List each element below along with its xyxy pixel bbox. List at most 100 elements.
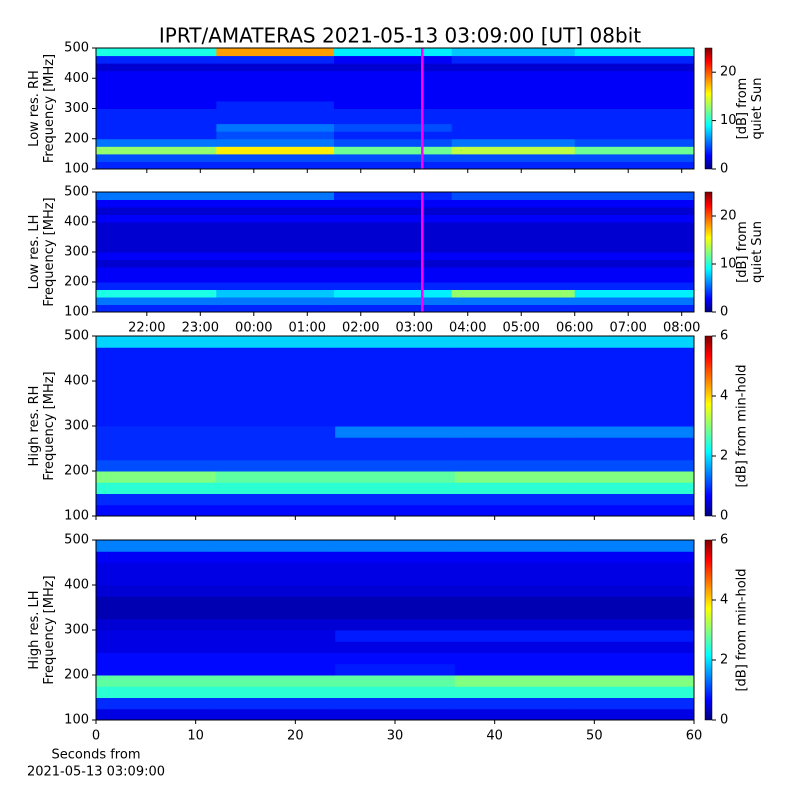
heatmap-cell: [215, 641, 336, 653]
heatmap-cell: [96, 55, 217, 64]
heatmap-cell: [574, 369, 695, 382]
heatmap-cell: [451, 237, 576, 245]
heatmap-cell: [574, 214, 695, 223]
heatmap-cell: [574, 336, 695, 348]
heatmap-cell: [215, 697, 336, 710]
heatmap-cell: [216, 214, 335, 223]
heatmap-cell: [454, 652, 575, 665]
colorbar-tick-label: 4: [720, 593, 728, 608]
heatmap-cell: [96, 116, 217, 125]
colorbar-label: [dB] from: [735, 221, 750, 283]
heatmap-cell: [216, 108, 335, 117]
heatmap-cell: [451, 199, 576, 208]
heatmap-cell: [574, 192, 695, 200]
heatmap-cell: [335, 347, 456, 359]
heatmap-cell: [574, 551, 695, 563]
colorbar-tick-label: 20: [720, 209, 737, 224]
heatmap-cell: [215, 493, 336, 506]
heatmap-cell: [334, 48, 453, 57]
heatmap-cell: [216, 78, 335, 87]
heatmap-cell: [216, 207, 335, 215]
heatmap-cell: [574, 146, 695, 155]
heatmap-cell: [96, 85, 217, 94]
heatmap-cell: [451, 123, 576, 132]
heatmap-cell: [451, 259, 576, 268]
x-tick-label: 07:00: [609, 321, 646, 336]
heatmap-cell: [216, 244, 335, 253]
heatmap-cell: [215, 392, 336, 404]
heatmap-cell: [96, 63, 217, 72]
heatmap-cell: [574, 697, 695, 710]
y-tick-label: 500: [64, 329, 89, 344]
heatmap-cell: [96, 244, 217, 253]
heatmap-cell: [216, 85, 335, 94]
heatmap-cell: [574, 100, 695, 109]
heatmap-cell: [96, 297, 217, 305]
heatmap-cell: [335, 708, 456, 721]
heatmap-cell: [454, 618, 575, 631]
colorbar-tick-label: 10: [720, 113, 737, 128]
heatmap-cell: [334, 161, 453, 170]
heatmap-cell: [334, 131, 453, 140]
heatmap-cell: [454, 596, 575, 608]
heatmap-cell: [215, 596, 336, 608]
x-tick-label: 00:00: [235, 321, 272, 336]
heatmap-cell: [334, 289, 453, 298]
heatmap-cell: [334, 259, 453, 268]
heatmap-cell: [451, 207, 576, 215]
colorbar-tick-label: 0: [720, 162, 728, 177]
y-tick-label: 200: [64, 275, 89, 290]
heatmap-cell: [574, 618, 695, 631]
heatmap-cell: [574, 93, 695, 102]
heatmap-cell: [454, 459, 575, 472]
heatmap-cell: [574, 123, 695, 132]
heatmap-cell: [215, 540, 336, 552]
heatmap-cell: [335, 641, 456, 653]
heatmap-cell: [96, 618, 217, 631]
heatmap-cell: [454, 675, 575, 687]
heatmap-cell: [335, 562, 456, 575]
heatmap-cell: [216, 237, 335, 245]
heatmap-cell: [96, 630, 217, 642]
x-tick-label: 06:00: [556, 321, 593, 336]
x-axis-label: 2021-05-13 03:09:00: [27, 765, 165, 780]
heatmap-cell: [451, 244, 576, 253]
heatmap-cell: [215, 630, 336, 642]
colorbar-tick-label: 10: [720, 257, 737, 272]
heatmap-cell: [215, 551, 336, 563]
y-tick-label: 100: [64, 509, 89, 524]
colorbar-tick-label: 4: [720, 389, 728, 404]
colorbar: [704, 191, 713, 313]
heatmap-cell: [335, 414, 456, 427]
heatmap-cell: [216, 267, 335, 275]
heatmap-cell: [574, 630, 695, 642]
heatmap-cell: [454, 585, 575, 597]
heatmap-cell: [454, 426, 575, 438]
heatmap-cell: [96, 414, 217, 427]
heatmap-cell: [451, 63, 576, 72]
heatmap-cell: [454, 562, 575, 575]
heatmap-cell: [574, 78, 695, 87]
heatmap-cell: [215, 403, 336, 416]
heatmap-cell: [96, 573, 217, 586]
heatmap-cell: [454, 336, 575, 348]
heatmap-cell: [574, 426, 695, 438]
heatmap-cell: [96, 100, 217, 109]
heatmap-cell: [215, 358, 336, 371]
heatmap-cell: [96, 304, 217, 313]
y-tick-label: 400: [64, 71, 89, 86]
heatmap-cell: [454, 381, 575, 393]
heatmap-cell: [96, 459, 217, 472]
heatmap-cell: [96, 161, 217, 170]
heatmap-cell: [574, 358, 695, 371]
y-axis-label: Low res. LH: [27, 215, 42, 290]
y-tick-label: 100: [64, 162, 89, 177]
heatmap-cell: [215, 448, 336, 461]
heatmap-cell: [574, 207, 695, 215]
heatmap-cell: [334, 199, 453, 208]
heatmap-cell: [335, 459, 456, 472]
heatmap-cell: [96, 138, 217, 147]
heatmap-cell: [574, 437, 695, 449]
heatmap-cell: [96, 697, 217, 710]
y-axis-label: High res. RH: [27, 386, 42, 467]
